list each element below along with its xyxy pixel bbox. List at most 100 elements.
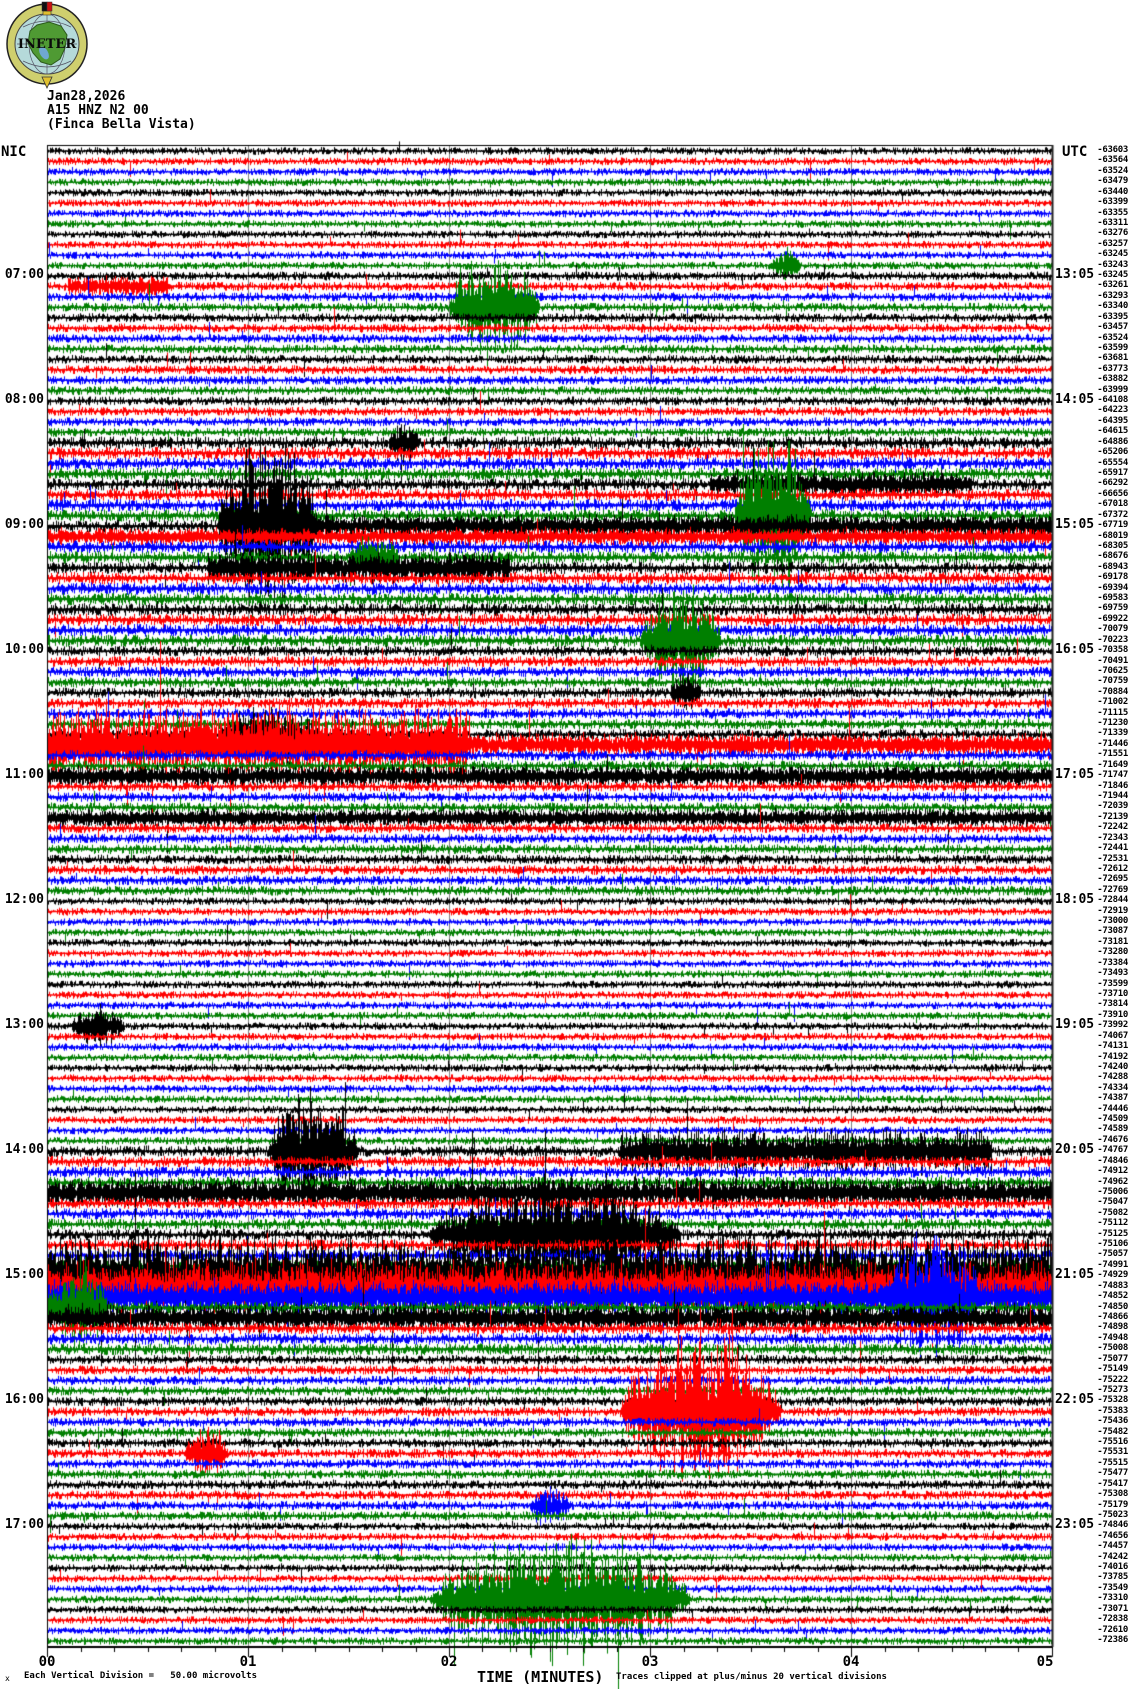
left-time-label: 09:00 <box>4 517 44 533</box>
bias-value: -70079 <box>1097 624 1128 635</box>
bias-value: -64395 <box>1097 415 1128 426</box>
flag-icon <box>41 1 48 12</box>
bias-value: -75273 <box>1097 1384 1128 1395</box>
x-tick-label: 02 <box>440 1654 458 1670</box>
left-time-label: 10:00 <box>4 642 44 658</box>
bias-value: -73992 <box>1097 1020 1128 1031</box>
bias-value: -71339 <box>1097 728 1128 739</box>
bias-value: -70358 <box>1097 645 1128 656</box>
bias-value: -75106 <box>1097 1239 1128 1250</box>
bias-value: -73814 <box>1097 999 1128 1010</box>
bias-value: -64615 <box>1097 426 1128 437</box>
bias-value: -74656 <box>1097 1530 1128 1541</box>
bias-value: -75149 <box>1097 1364 1128 1375</box>
bias-value: -66656 <box>1097 488 1128 499</box>
bias-value: -63882 <box>1097 374 1128 385</box>
bias-value: -71649 <box>1097 759 1128 770</box>
bias-value: -75179 <box>1097 1499 1128 1510</box>
bias-value: -74846 <box>1097 1155 1128 1166</box>
bias-value: -63599 <box>1097 342 1128 353</box>
bias-value: -73910 <box>1097 1009 1128 1020</box>
bias-value: -75057 <box>1097 1249 1128 1260</box>
bias-value: -70884 <box>1097 686 1128 697</box>
right-time-label: 20:05 <box>1055 1142 1095 1158</box>
bias-value: -73384 <box>1097 957 1128 968</box>
bias-value: -74131 <box>1097 1041 1128 1052</box>
bias-value: -63999 <box>1097 384 1128 395</box>
left-axis-header: NIC <box>1 144 27 160</box>
bias-value: -63340 <box>1097 301 1128 312</box>
bias-value: -74192 <box>1097 1051 1128 1062</box>
bias-value: -70491 <box>1097 655 1128 666</box>
bias-value: -71747 <box>1097 770 1128 781</box>
bias-value: -63355 <box>1097 207 1128 218</box>
bias-value: -71002 <box>1097 697 1128 708</box>
right-time-label: 16:05 <box>1055 642 1095 658</box>
left-time-label: 16:00 <box>4 1392 44 1408</box>
bias-value: -75308 <box>1097 1489 1128 1500</box>
right-time-label: 18:05 <box>1055 892 1095 908</box>
bias-value: -74883 <box>1097 1280 1128 1291</box>
header-block: Jan28,2026 A15 HNZ N2 00 (Finca Bella Vi… <box>47 90 196 132</box>
bias-value: -75531 <box>1097 1447 1128 1458</box>
bias-value: -63773 <box>1097 363 1128 374</box>
left-time-label: 14:00 <box>4 1142 44 1158</box>
bias-value: -72343 <box>1097 832 1128 843</box>
bias-value: -74067 <box>1097 1030 1128 1041</box>
nicaragua-map <box>27 21 68 66</box>
bias-value: -69759 <box>1097 603 1128 614</box>
bias-value: -75125 <box>1097 1228 1128 1239</box>
right-time-label: 14:05 <box>1055 392 1095 408</box>
bias-value: -68305 <box>1097 540 1128 551</box>
bias-value: -74912 <box>1097 1166 1128 1177</box>
bias-value: -72610 <box>1097 1624 1128 1635</box>
bias-value: -67372 <box>1097 509 1128 520</box>
bias-value: -71446 <box>1097 738 1128 749</box>
bias-value: -74589 <box>1097 1124 1128 1135</box>
left-time-label: 11:00 <box>4 767 44 783</box>
bias-value: -74387 <box>1097 1093 1128 1104</box>
left-time-label: 17:00 <box>4 1517 44 1533</box>
bias-value: -65554 <box>1097 457 1128 468</box>
bias-value: -75047 <box>1097 1197 1128 1208</box>
bias-value: -73549 <box>1097 1582 1128 1593</box>
bias-value: -66292 <box>1097 478 1128 489</box>
bias-value: -63440 <box>1097 186 1128 197</box>
bias-value: -68019 <box>1097 530 1128 541</box>
bias-value: -74962 <box>1097 1176 1128 1187</box>
bias-value: -74240 <box>1097 1061 1128 1072</box>
bias-value: -75436 <box>1097 1416 1128 1427</box>
bias-value: -69583 <box>1097 593 1128 604</box>
right-time-label: 19:05 <box>1055 1017 1095 1033</box>
x-tick-label: 04 <box>842 1654 860 1670</box>
left-time-label: 08:00 <box>4 392 44 408</box>
bias-value: -63603 <box>1097 145 1128 155</box>
bias-value: -69178 <box>1097 572 1128 583</box>
bias-value: -72838 <box>1097 1614 1128 1625</box>
bias-value: -74676 <box>1097 1134 1128 1145</box>
bias-value: -73087 <box>1097 926 1128 937</box>
bias-value: -75006 <box>1097 1186 1128 1197</box>
right-time-label: 15:05 <box>1055 517 1095 533</box>
bias-value: -63399 <box>1097 197 1128 208</box>
x-axis-title: TIME (MINUTES) <box>477 1668 604 1686</box>
clipping-note: Traces clipped at plus/minus 20 vertical… <box>616 1672 887 1682</box>
bias-value: -63524 <box>1097 332 1128 343</box>
header-date: Jan28,2026 <box>47 89 126 104</box>
bias-value: -63457 <box>1097 322 1128 333</box>
bias-value: -75383 <box>1097 1405 1128 1416</box>
plumb-icon <box>41 76 53 89</box>
bias-value: -74242 <box>1097 1551 1128 1562</box>
left-time-label: 15:00 <box>4 1267 44 1283</box>
bias-value: -63276 <box>1097 228 1128 239</box>
bias-value: -70759 <box>1097 676 1128 687</box>
bias-value: -73310 <box>1097 1593 1128 1604</box>
bias-value: -72039 <box>1097 801 1128 812</box>
bias-value: -75008 <box>1097 1343 1128 1354</box>
bias-value: -73785 <box>1097 1572 1128 1583</box>
bias-value: -75077 <box>1097 1353 1128 1364</box>
bias-value: -74929 <box>1097 1270 1128 1281</box>
bias-value: -63681 <box>1097 353 1128 364</box>
